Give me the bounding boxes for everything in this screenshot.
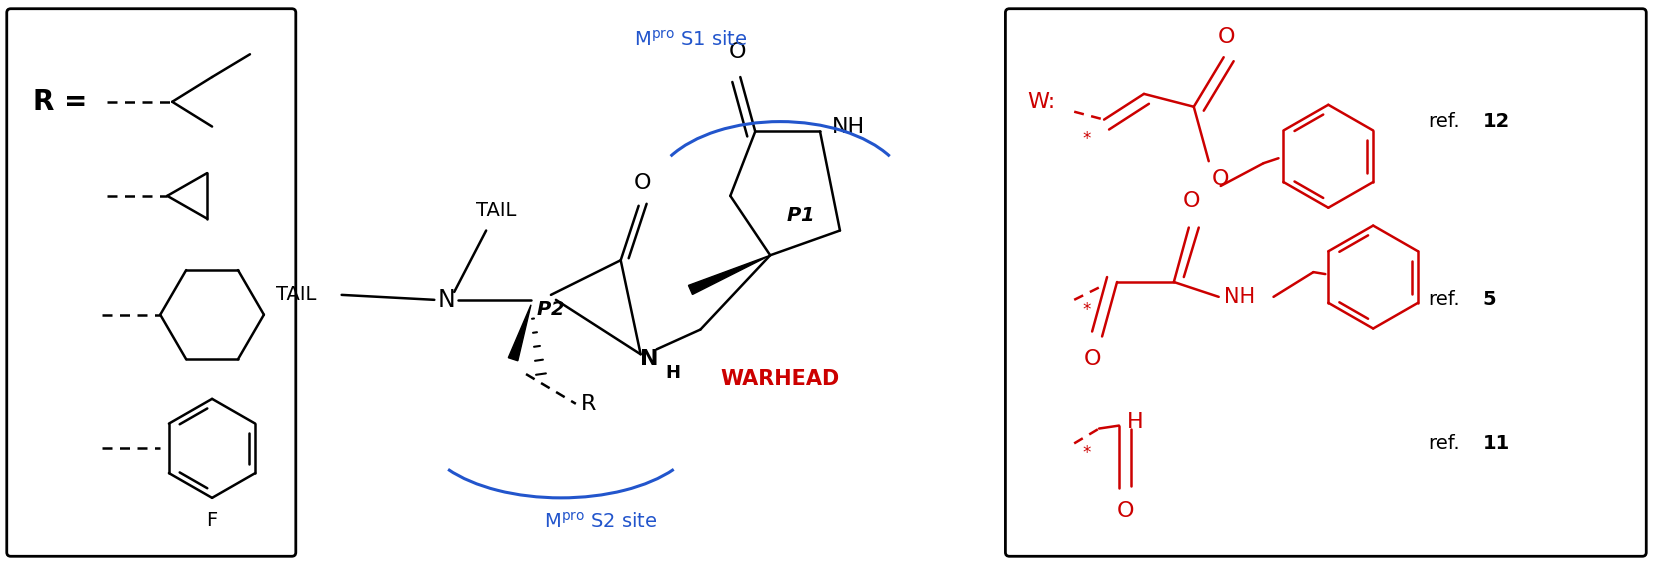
Text: O: O — [1218, 27, 1236, 47]
Polygon shape — [508, 305, 531, 361]
FancyBboxPatch shape — [1005, 8, 1646, 557]
Text: ref.: ref. — [1428, 290, 1460, 309]
Polygon shape — [688, 255, 770, 294]
Text: $\bfit{P1}$: $\bfit{P1}$ — [786, 206, 815, 225]
FancyBboxPatch shape — [7, 8, 295, 557]
Text: O: O — [1183, 191, 1201, 211]
Text: 12: 12 — [1483, 112, 1510, 131]
Text: R =: R = — [33, 88, 86, 116]
Text: 5: 5 — [1483, 290, 1496, 309]
Text: *: * — [1083, 131, 1092, 149]
Text: N: N — [438, 288, 455, 312]
Text: M$^{\rm pro}$ S2 site: M$^{\rm pro}$ S2 site — [544, 512, 657, 533]
Text: W:: W: — [1027, 92, 1055, 112]
Text: H: H — [1126, 412, 1143, 432]
Text: R: R — [581, 394, 596, 414]
Text: TAIL: TAIL — [476, 201, 516, 220]
Text: O: O — [1117, 501, 1133, 521]
Text: ref.: ref. — [1428, 434, 1460, 453]
Text: ref.: ref. — [1428, 112, 1460, 131]
Text: M$^{\rm pro}$ S1 site: M$^{\rm pro}$ S1 site — [634, 30, 747, 50]
Text: F: F — [206, 511, 217, 530]
Text: NH: NH — [833, 116, 864, 137]
Text: TAIL: TAIL — [277, 285, 317, 305]
Text: O: O — [1211, 169, 1229, 189]
Text: O: O — [728, 42, 747, 62]
Text: *: * — [1083, 301, 1092, 319]
Text: $\bfit{P2}$: $\bfit{P2}$ — [536, 300, 564, 319]
Text: $\bf{N}$: $\bf{N}$ — [639, 349, 659, 370]
Text: O: O — [634, 173, 652, 193]
Text: 11: 11 — [1483, 434, 1510, 453]
Text: *: * — [1083, 444, 1092, 462]
Text: O: O — [1083, 349, 1102, 370]
Text: WARHEAD: WARHEAD — [720, 369, 839, 389]
Text: NH: NH — [1224, 287, 1254, 307]
Text: $\bf{H}$: $\bf{H}$ — [665, 364, 680, 382]
